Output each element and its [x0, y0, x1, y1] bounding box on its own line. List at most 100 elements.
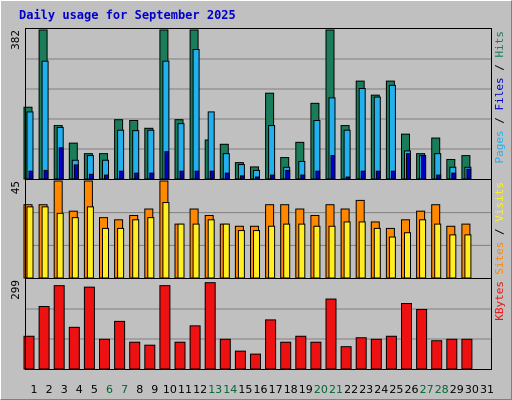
bar-files-day-25 [388, 84, 396, 180]
x-tick-day-7: 7 [121, 383, 128, 396]
x-tick-day-9: 9 [151, 383, 158, 396]
bar-kbytes-day-9 [144, 344, 156, 370]
bar-pages-day-3 [58, 147, 64, 180]
axis-label-hits-files-pages: Pages / Files / Hits [493, 31, 506, 164]
bar-files-day-20 [313, 119, 321, 180]
bar-pages-day-9 [149, 172, 155, 180]
axis-label-part: Pages [493, 130, 506, 163]
bar-pages-day-29 [451, 172, 457, 180]
bar-pages-day-27 [421, 155, 427, 180]
x-tick-day-10: 10 [163, 383, 177, 396]
bar-files-day-1 [26, 111, 34, 180]
bar-kbytes-day-12 [189, 325, 201, 370]
bar-sites-day-6 [102, 227, 109, 279]
bar-files-day-17 [268, 125, 276, 180]
bar-kbytes-day-7 [114, 320, 126, 370]
bar-kbytes-day-21 [325, 298, 337, 370]
bar-sites-day-29 [449, 234, 457, 279]
bar-sites-day-14 [222, 223, 230, 279]
bar-sites-day-23 [358, 221, 366, 279]
axis-label-part: Files [493, 77, 506, 110]
bar-sites-day-18 [283, 223, 291, 279]
x-tick-day-18: 18 [284, 383, 298, 396]
x-tick-day-26: 26 [405, 383, 419, 396]
bar-sites-day-8 [132, 219, 140, 279]
x-tick-day-31: 31 [480, 383, 494, 396]
y-max-label: 299 [9, 280, 22, 300]
x-tick-day-8: 8 [136, 383, 143, 396]
bar-pages-day-1 [28, 170, 34, 180]
bar-pages-day-26 [406, 153, 411, 180]
y-max-label: 45 [9, 181, 22, 194]
x-tick-day-2: 2 [46, 383, 53, 396]
bar-kbytes-day-2 [38, 305, 50, 370]
x-tick-day-27: 27 [420, 383, 434, 396]
bar-sites-day-26 [404, 232, 411, 279]
bar-pages-day-2 [43, 169, 49, 180]
bar-sites-day-12 [192, 223, 200, 279]
bar-kbytes-day-22 [340, 346, 352, 370]
x-tick-day-12: 12 [193, 383, 207, 396]
bar-pages-day-7 [119, 170, 125, 180]
x-tick-day-28: 28 [435, 383, 449, 396]
bar-pages-day-10 [164, 151, 170, 180]
bar-kbytes-day-30 [461, 338, 473, 370]
bar-files-day-2 [41, 60, 49, 180]
bar-kbytes-day-19 [295, 335, 307, 370]
bar-kbytes-day-20 [310, 341, 322, 370]
bar-files-day-12 [192, 49, 200, 180]
x-tick-day-14: 14 [223, 383, 237, 396]
bar-sites-day-16 [253, 230, 260, 279]
bar-files-day-8 [132, 130, 140, 180]
bar-kbytes-day-24 [370, 338, 382, 370]
panel-visits-sites: 45 Sites / Visits [9, 179, 506, 279]
bar-sites-day-4 [71, 217, 79, 279]
bar-sites-day-22 [343, 221, 351, 279]
bar-kbytes-day-29 [446, 338, 458, 370]
bar-pages-day-25 [390, 170, 396, 180]
panel-kbytes: 299 KBytes [9, 278, 506, 370]
bar-kbytes-day-5 [83, 286, 95, 370]
axis-label-part: Sites [493, 242, 506, 275]
bar-pages-day-8 [134, 172, 140, 180]
axis-label-part: / [493, 222, 506, 242]
bar-kbytes-day-18 [280, 341, 292, 370]
x-tick-day-16: 16 [254, 383, 268, 396]
bar-kbytes-day-17 [265, 319, 277, 370]
bar-pages-day-13 [209, 170, 215, 180]
bar-kbytes-day-6 [99, 338, 110, 370]
axis-label-part: KBytes [493, 281, 506, 321]
x-tick-day-19: 19 [299, 383, 313, 396]
bar-sites-day-5 [86, 206, 94, 279]
x-tick-day-30: 30 [465, 383, 479, 396]
bar-sites-day-9 [147, 217, 155, 279]
x-tick-day-21: 21 [329, 383, 343, 396]
bar-sites-day-1 [26, 206, 34, 279]
x-tick-day-5: 5 [91, 383, 98, 396]
bar-files-day-23 [358, 88, 366, 180]
x-tick-day-3: 3 [61, 383, 68, 396]
bar-kbytes-day-10 [159, 285, 171, 370]
chart-title: Daily usage for September 2025 [19, 8, 236, 22]
bar-sites-day-28 [434, 223, 442, 279]
bar-sites-day-24 [373, 227, 381, 279]
axis-label-part: Visits [493, 182, 506, 222]
x-tick-day-1: 1 [31, 383, 38, 396]
bar-sites-day-11 [177, 223, 185, 279]
bar-kbytes-day-13 [204, 282, 216, 370]
axis-label-part: / [493, 111, 506, 131]
bar-pages-day-21 [330, 155, 336, 180]
bar-files-day-22 [343, 129, 351, 180]
bar-kbytes-day-23 [355, 337, 367, 370]
axis-label-part: Hits [493, 31, 506, 58]
bar-kbytes-day-3 [53, 285, 65, 370]
bar-pages-day-11 [179, 170, 185, 180]
bar-sites-day-19 [298, 223, 306, 279]
bar-kbytes-day-27 [416, 308, 428, 370]
bar-sites-day-27 [419, 219, 427, 279]
x-tick-day-13: 13 [208, 383, 222, 396]
bar-sites-day-21 [328, 225, 336, 279]
bar-sites-day-25 [388, 236, 396, 279]
bar-sites-day-3 [56, 212, 64, 279]
